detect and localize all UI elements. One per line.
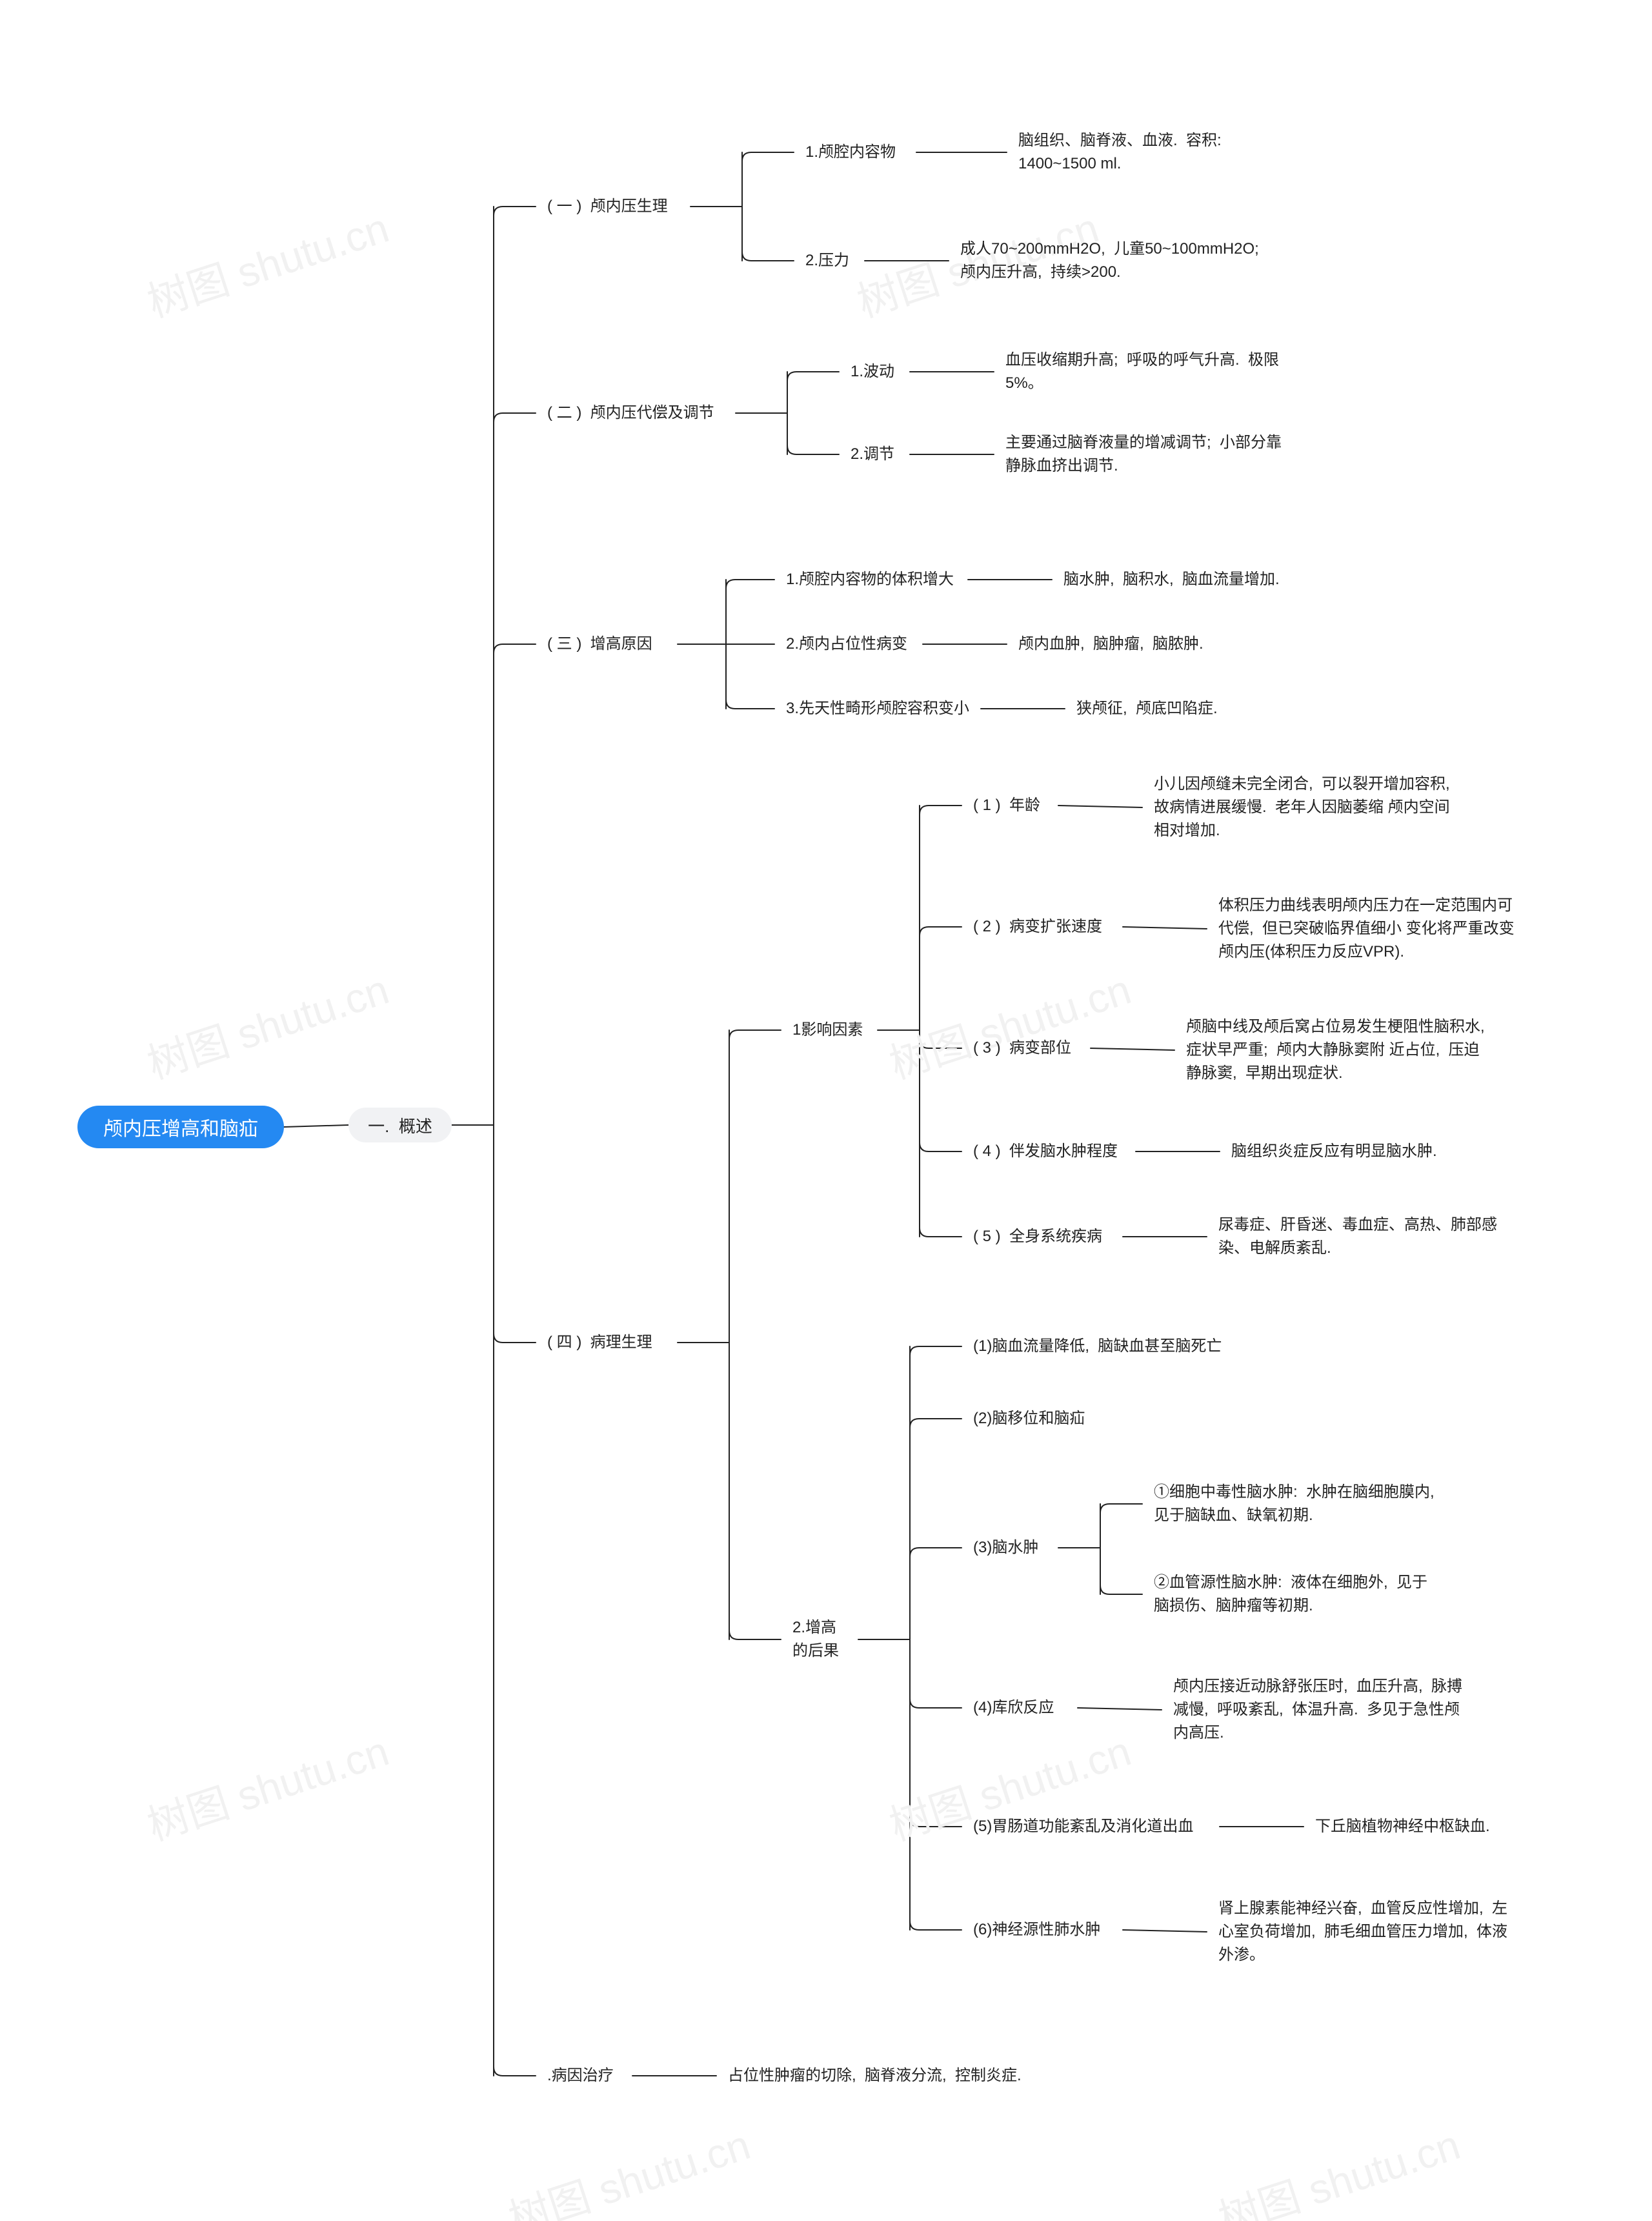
node-s4_1_2: ( 2 ) 病变扩张速度	[962, 914, 1123, 940]
node-s4_1_1: ( 1 ) 年龄	[962, 793, 1058, 818]
node-s4_2_6_d: 肾上腺素能神经兴奋, 血管反应性增加, 左心室负荷增加, 肺毛细血管压力增加, …	[1207, 1896, 1529, 1967]
node-s4_2_3: (3)脑水肿	[962, 1535, 1058, 1561]
node-s4_1_2_d: 体积压力曲线表明颅内压力在一定范围内可代偿, 但已突破临界值细小 变化将严重改变…	[1207, 893, 1529, 964]
node-s4_1_5_d: 尿毒症、肝昏迷、毒血症、高热、肺部感染、电解质紊乱.	[1207, 1211, 1516, 1263]
node-s4_2: 2.增高 的后果	[781, 1614, 858, 1665]
node-s4_1: 1影响因素	[781, 1017, 878, 1043]
node-s4_2_6: (6)神经源性肺水肿	[962, 1917, 1123, 1943]
node-s4_2_1: (1)脑血流量降低, 脑缺血甚至脑死亡	[962, 1334, 1239, 1359]
node-s1a: 1.颅腔内容物	[794, 139, 916, 165]
node-s3b: 2.颅内占位性病变	[774, 631, 923, 657]
node-s1b: 2.压力	[794, 248, 865, 274]
node-s4_1_3: ( 3 ) 病变部位	[962, 1035, 1091, 1061]
watermark: 树图 shutu.cn	[139, 195, 395, 329]
node-root[interactable]: 颅内压增高和脑疝	[77, 1106, 284, 1148]
node-s2a: 1.波动	[839, 359, 910, 385]
node-s4_1_5: ( 5 ) 全身系统疾病	[962, 1224, 1123, 1250]
node-s3c: 3.先天性畸形颅腔容积变小	[774, 696, 981, 722]
node-s3: ( 三 ) 增高原因	[536, 631, 678, 657]
node-s4: ( 四 ) 病理生理	[536, 1330, 678, 1355]
watermark: 树图 shutu.cn	[1210, 2112, 1466, 2221]
node-s2a_d: 血压收缩期升高; 呼吸的呼气升高. 极限5%。	[994, 346, 1297, 398]
node-s4_1_3_d: 颅脑中线及颅后窝占位易发生梗阻性脑积水, 症状早严重; 颅内大静脉窦附 近占位,…	[1174, 1015, 1497, 1086]
node-s4_2_5_d: 下丘脑植物神经中枢缺血.	[1304, 1814, 1510, 1840]
node-s4_1_4_d: 脑组织炎症反应有明显脑水肿.	[1220, 1139, 1458, 1164]
node-s4_2_3a: ①细胞中毒性脑水肿: 水肿在脑细胞膜内, 见于脑缺血、缺氧初期.	[1142, 1478, 1452, 1530]
node-s3b_d: 颅内血肿, 脑肿瘤, 脑脓肿.	[1007, 631, 1220, 657]
watermark: 树图 shutu.cn	[881, 957, 1137, 1090]
node-s5_d: 占位性肿瘤的切除, 脑脊液分流, 控制炎症.	[716, 2063, 1039, 2089]
watermark: 树图 shutu.cn	[500, 2112, 756, 2221]
mindmap-stage: 树图 shutu.cn 树图 shutu.cn 树图 shutu.cn 树图 shut…	[0, 0, 1652, 2221]
watermark: 树图 shutu.cn	[139, 957, 395, 1090]
node-s2: ( 二 ) 颅内压代偿及调节	[536, 400, 736, 426]
node-s4_2_4_d: 颅内压接近动脉舒张压时, 血压升高, 脉搏减慢, 呼吸紊乱, 体温升高. 多见于…	[1162, 1674, 1484, 1745]
node-s4_1_1_d: 小儿因颅缝未完全闭合, 可以裂开增加容积, 故病情进展缓慢. 老年人因脑萎缩 颅…	[1142, 772, 1465, 843]
node-overview[interactable]: 一. 概述	[348, 1108, 452, 1142]
node-s3c_d: 狭颅征, 颅底凹陷症.	[1065, 696, 1239, 722]
node-s5: .病因治疗	[536, 2063, 632, 2089]
node-s3a: 1.颅腔内容物的体积增大	[774, 567, 968, 593]
node-s4_2_2: (2)脑移位和脑疝	[962, 1406, 1110, 1432]
node-s1b_d: 成人70~200mmH2O, 儿童50~100mmH2O; 颅内压升高, 持续>…	[949, 235, 1271, 287]
node-s4_2_4: (4)库欣反应	[962, 1695, 1078, 1721]
watermark: 树图 shutu.cn	[139, 1718, 395, 1852]
node-s4_2_3b: ②血管源性脑水肿: 液体在细胞外, 见于脑损伤、脑肿瘤等初期.	[1142, 1568, 1452, 1620]
node-s1a_d: 脑组织、脑脊液、血液. 容积: 1400~1500 ml.	[1007, 127, 1316, 178]
node-s2b: 2.调节	[839, 441, 910, 467]
node-s4_1_4: ( 4 ) 伴发脑水肿程度	[962, 1139, 1136, 1164]
node-s2b_d: 主要通过脑脊液量的增减调节; 小部分靠静脉血挤出调节.	[994, 429, 1304, 480]
node-s4_2_5: (5)胃肠道功能紊乱及消化道出血	[962, 1814, 1220, 1840]
node-s1: ( 一 ) 颅内压生理	[536, 194, 690, 219]
node-s3a_d: 脑水肿, 脑积水, 脑血流量增加.	[1052, 567, 1297, 593]
